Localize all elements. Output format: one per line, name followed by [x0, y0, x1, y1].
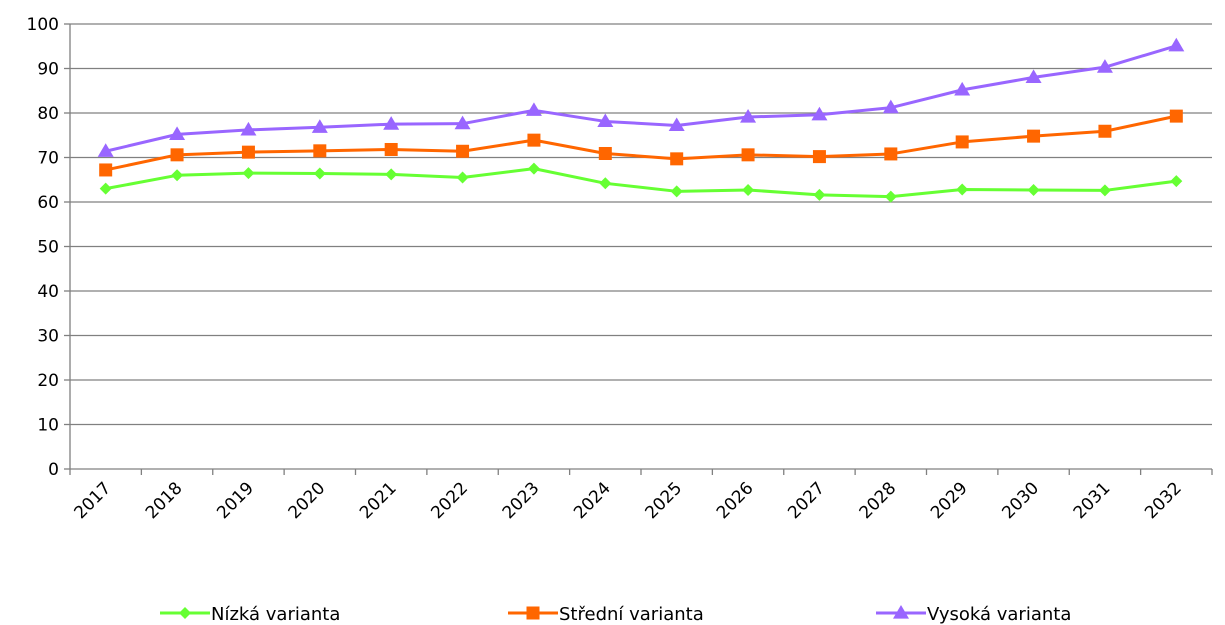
- x-tick-label: 2023: [499, 478, 544, 523]
- data-point: [1025, 69, 1042, 83]
- data-point: [97, 143, 114, 157]
- y-tick-label: 60: [37, 193, 59, 213]
- data-point: [1096, 59, 1113, 73]
- data-point: [811, 106, 828, 121]
- x-tick-label: 2032: [1141, 478, 1186, 523]
- data-point: [742, 183, 755, 196]
- x-tick-label: 2029: [927, 478, 972, 523]
- data-point: [1168, 37, 1185, 52]
- data-point: [313, 144, 327, 158]
- y-tick-label: 0: [48, 460, 59, 480]
- data-point: [1027, 183, 1040, 196]
- x-tick-label: 2025: [641, 478, 686, 523]
- series-square: [99, 109, 1183, 177]
- data-point: [170, 148, 184, 162]
- data-point: [741, 148, 755, 162]
- data-point: [525, 102, 542, 116]
- y-tick-label: 90: [37, 60, 59, 80]
- legend-item: Vysoká varianta: [876, 604, 1071, 625]
- data-point: [171, 169, 184, 182]
- data-point: [884, 147, 898, 161]
- x-tick-label: 2027: [784, 478, 829, 523]
- data-point: [1170, 175, 1183, 188]
- x-tick-label: 2024: [570, 478, 615, 523]
- series-line: [105, 167, 1177, 199]
- y-tick-label: 50: [37, 238, 59, 258]
- x-tick-label: 2021: [356, 478, 401, 523]
- data-point: [1098, 124, 1112, 138]
- data-point: [385, 168, 398, 181]
- data-point: [99, 182, 112, 195]
- data-point: [454, 115, 471, 130]
- x-tick-label: 2022: [427, 478, 472, 523]
- gridlines: [70, 23, 1212, 426]
- series-line: [105, 114, 1177, 172]
- x-tick-label: 2030: [998, 478, 1043, 523]
- data-point: [169, 126, 186, 140]
- data-point: [740, 109, 757, 123]
- data-point: [884, 190, 897, 203]
- data-point: [384, 142, 398, 156]
- x-axis-ticks: 2017 2018 2019 2020 2021 2022 2023 2024 2025 2026…: [69, 469, 1213, 523]
- data-point: [527, 162, 540, 175]
- data-point: [670, 152, 684, 166]
- y-tick-label: 30: [37, 327, 59, 347]
- legend-label: Vysoká varianta: [927, 604, 1071, 625]
- data-point: [313, 167, 326, 180]
- data-point: [668, 117, 685, 132]
- data-point: [1098, 184, 1111, 197]
- legend-item: Střední varianta: [508, 604, 704, 625]
- data-point: [240, 121, 257, 136]
- data-point: [1027, 129, 1041, 143]
- data-point: [597, 113, 614, 128]
- y-tick-label: 100: [27, 15, 59, 35]
- x-tick-label: 2017: [70, 478, 115, 523]
- series-diamond: [99, 162, 1183, 203]
- data-point: [670, 185, 683, 198]
- data-point: [456, 144, 470, 158]
- data-point: [99, 163, 113, 177]
- data-point: [955, 135, 969, 149]
- y-tick-label: 80: [37, 104, 59, 124]
- x-tick-label: 2026: [713, 478, 758, 523]
- data-point: [812, 150, 826, 164]
- x-tick-label: 2020: [285, 478, 330, 523]
- y-axis-ticks: 0 10 20 30 40 50 60 70 80 90 100: [27, 15, 70, 480]
- data-point: [599, 177, 612, 190]
- series-line: [105, 44, 1177, 153]
- data-point: [954, 81, 971, 96]
- data-point: [242, 167, 255, 180]
- legend-item: Nízká varianta: [160, 604, 340, 625]
- legend: Nízká varianta Střední varianta Vysoká var…: [160, 604, 1071, 625]
- data-point: [311, 119, 328, 133]
- data-point: [956, 183, 969, 196]
- data-point: [1169, 109, 1183, 123]
- data-point: [526, 606, 540, 620]
- x-tick-label: 2028: [856, 478, 901, 523]
- series-triangle: [97, 37, 1185, 157]
- x-tick-label: 2031: [1070, 478, 1115, 523]
- y-tick-label: 20: [37, 371, 59, 391]
- y-tick-label: 10: [37, 416, 59, 436]
- data-point: [241, 145, 255, 159]
- y-tick-label: 70: [37, 149, 59, 169]
- data-point: [813, 188, 826, 201]
- data-point: [456, 171, 469, 184]
- legend-label: Nízká varianta: [211, 604, 340, 625]
- data-point: [598, 146, 612, 160]
- x-tick-label: 2019: [213, 478, 258, 523]
- data-point: [179, 607, 191, 619]
- x-tick-label: 2018: [142, 478, 187, 523]
- data-point: [882, 99, 899, 114]
- series-layer: [97, 37, 1185, 203]
- y-tick-label: 40: [37, 282, 59, 302]
- data-point: [527, 133, 541, 147]
- data-point: [383, 116, 400, 130]
- legend-label: Střední varianta: [559, 604, 704, 625]
- data-point: [893, 605, 909, 619]
